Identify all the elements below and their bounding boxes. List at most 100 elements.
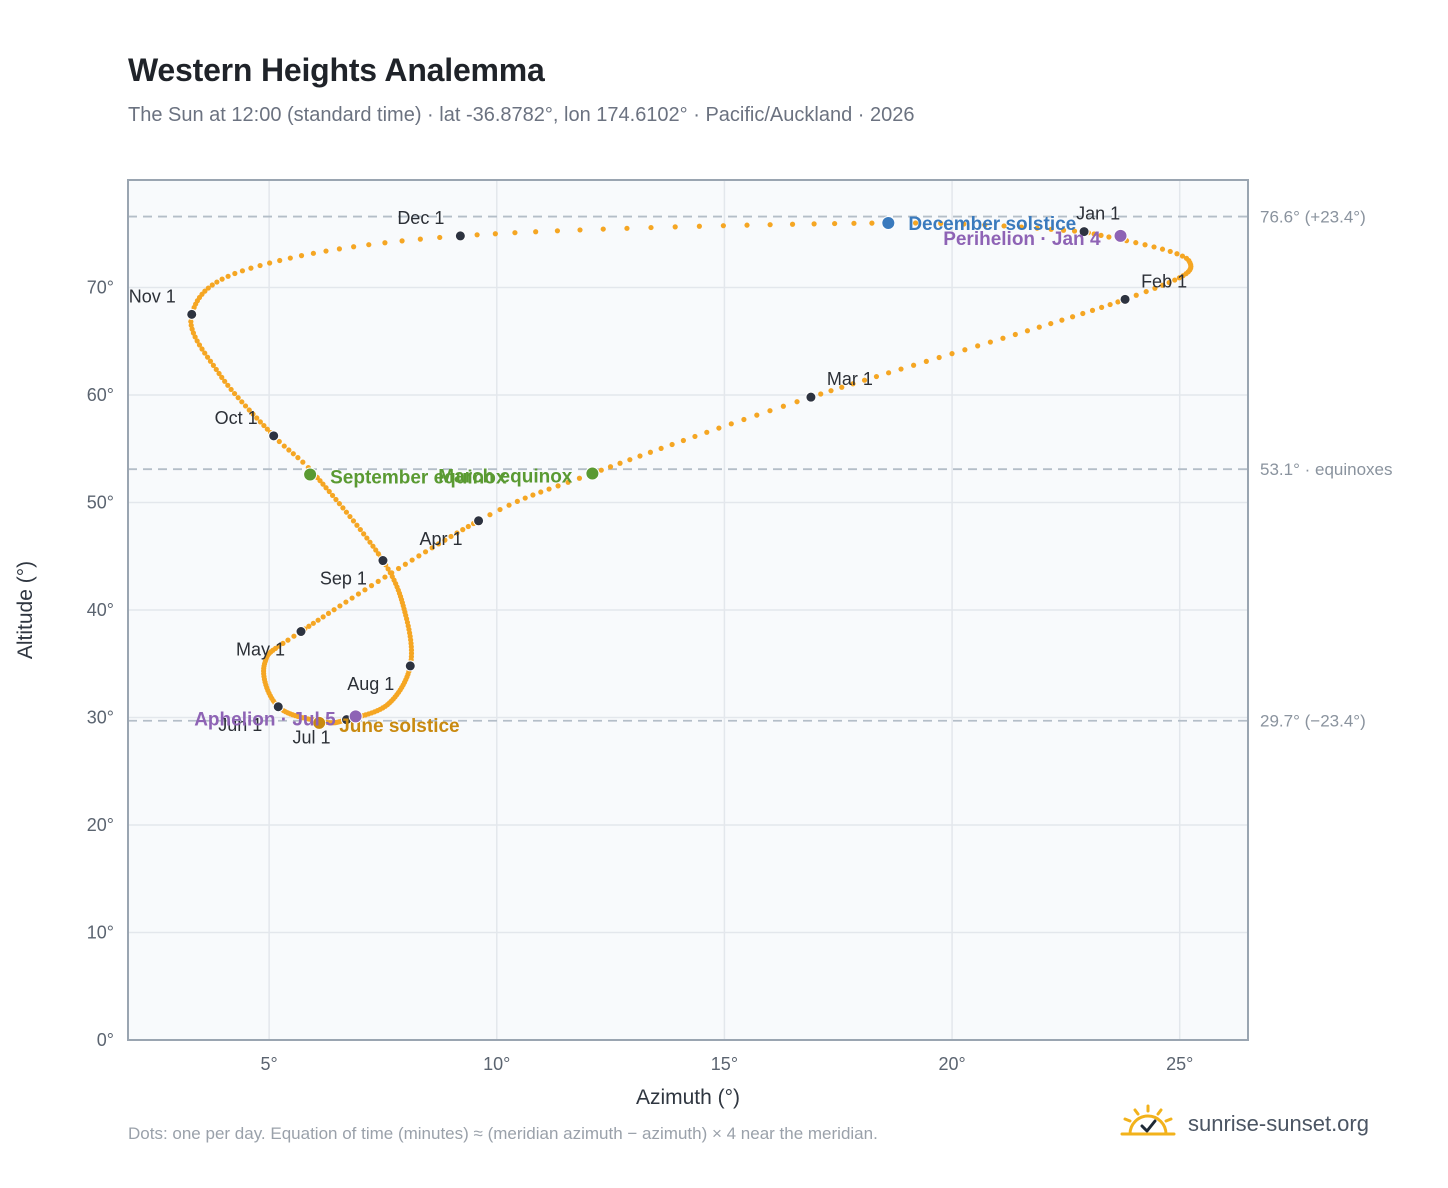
daily-sun-dot xyxy=(382,574,388,580)
daily-sun-dot xyxy=(361,531,367,537)
daily-sun-dot xyxy=(744,222,750,228)
daily-sun-dot xyxy=(454,530,460,536)
daily-sun-dot xyxy=(938,220,944,226)
daily-sun-dot xyxy=(514,498,520,504)
daily-sun-dot xyxy=(373,547,379,553)
daily-sun-dot xyxy=(607,464,614,470)
daily-sun-dot xyxy=(861,377,868,383)
month-label: Mar 1 xyxy=(827,369,873,389)
daily-sun-dot xyxy=(873,373,880,380)
daily-sun-dot xyxy=(1172,277,1178,283)
daily-sun-dot xyxy=(1069,314,1076,320)
daily-sun-dot xyxy=(728,421,734,427)
daily-sun-dot xyxy=(225,273,231,279)
daily-sun-dot xyxy=(357,526,363,533)
daily-sun-dot xyxy=(202,350,208,356)
daily-sun-dot xyxy=(886,370,892,376)
daily-sun-dot xyxy=(1151,244,1157,250)
daily-sun-dot xyxy=(598,467,604,473)
daily-sun-dot xyxy=(366,242,372,248)
daily-sun-dot xyxy=(577,227,583,233)
daily-sun-dot xyxy=(368,583,375,589)
daily-sun-dot xyxy=(429,545,435,551)
month-label: Oct 1 xyxy=(215,408,258,428)
x-tick-label: 25° xyxy=(1166,1054,1193,1074)
daily-sun-dot xyxy=(554,228,561,234)
daily-sun-dot xyxy=(298,253,305,259)
y-tick-label: 70° xyxy=(87,278,114,298)
daily-sun-dot xyxy=(522,495,528,501)
x-axis-label: Azimuth (°) xyxy=(636,1086,740,1109)
daily-sun-dot xyxy=(354,522,360,528)
daily-sun-dot xyxy=(741,416,747,423)
event-label: June solstice xyxy=(339,716,459,737)
brand[interactable]: sunrise-sunset.org xyxy=(1120,1104,1369,1144)
month-marker xyxy=(805,391,817,403)
daily-sun-dot xyxy=(295,455,301,461)
daily-sun-dot xyxy=(637,453,643,459)
daily-sun-dot xyxy=(340,505,346,511)
daily-sun-dot xyxy=(962,347,968,353)
daily-sun-dot xyxy=(306,623,312,629)
daily-sun-dot xyxy=(555,483,561,489)
daily-sun-dot xyxy=(375,578,381,584)
daily-sun-dot xyxy=(987,339,993,345)
daily-sun-dot xyxy=(277,257,283,264)
daily-sun-dot xyxy=(286,447,292,453)
y-tick-label: 0° xyxy=(97,1030,114,1050)
month-label: Apr 1 xyxy=(420,529,463,549)
daily-sun-dot xyxy=(923,358,929,364)
daily-sun-dot xyxy=(487,512,493,518)
daily-sun-dot xyxy=(310,620,316,626)
daily-sun-dot xyxy=(672,224,678,230)
daily-sun-dot xyxy=(911,362,917,368)
daily-sun-dot xyxy=(395,565,402,572)
daily-sun-dot xyxy=(1001,223,1007,229)
month-label: Nov 1 xyxy=(129,286,176,306)
daily-sun-dot xyxy=(336,246,342,252)
daily-sun-dot xyxy=(1133,240,1139,246)
x-tick-label: 5° xyxy=(261,1054,278,1074)
month-label: Jul 1 xyxy=(293,728,331,748)
daily-sun-dot xyxy=(225,382,231,388)
daily-sun-dot xyxy=(850,381,856,387)
daily-sun-dot xyxy=(851,220,857,226)
daily-sun-dot xyxy=(767,408,773,414)
daily-sun-dot xyxy=(1143,288,1149,295)
daily-sun-dot xyxy=(213,366,219,373)
daily-sun-dot xyxy=(1174,251,1180,257)
daily-sun-dot xyxy=(336,501,343,507)
daily-sun-dot xyxy=(323,248,329,254)
daily-sun-dot xyxy=(204,354,211,360)
daily-sun-dot xyxy=(209,282,215,288)
daily-sun-dot xyxy=(818,391,824,397)
daily-sun-dot xyxy=(267,260,273,266)
daily-sun-dot xyxy=(789,221,796,227)
daily-sun-dot xyxy=(546,486,552,492)
daily-sun-dot xyxy=(704,429,710,435)
daily-sun-dot xyxy=(214,279,220,285)
daily-sun-dot xyxy=(576,475,583,481)
daily-sun-dot xyxy=(291,633,297,639)
daily-sun-dot xyxy=(1115,299,1121,305)
daily-sun-dot xyxy=(351,244,357,250)
event-label: December solstice xyxy=(908,214,1076,235)
daily-sun-dot xyxy=(1133,292,1139,298)
footnote: Dots: one per day. Equation of time (min… xyxy=(128,1124,878,1143)
daily-sun-dot xyxy=(898,366,904,372)
daily-sun-dot xyxy=(1142,242,1148,248)
daily-sun-dot xyxy=(349,595,355,601)
daily-sun-dot xyxy=(1000,335,1006,341)
daily-sun-dot xyxy=(347,513,353,520)
daily-sun-dot xyxy=(333,496,339,503)
daily-sun-dot xyxy=(188,318,194,325)
daily-sun-dot xyxy=(1071,228,1078,234)
daily-sun-dot xyxy=(362,587,368,593)
daily-sun-dot xyxy=(320,614,326,620)
daily-sun-dot xyxy=(767,222,773,228)
daily-sun-dot xyxy=(460,527,466,533)
daily-sun-dot xyxy=(387,570,393,576)
month-label: May 1 xyxy=(236,640,285,660)
event-marker xyxy=(303,467,318,482)
daily-sun-dot xyxy=(326,488,332,495)
